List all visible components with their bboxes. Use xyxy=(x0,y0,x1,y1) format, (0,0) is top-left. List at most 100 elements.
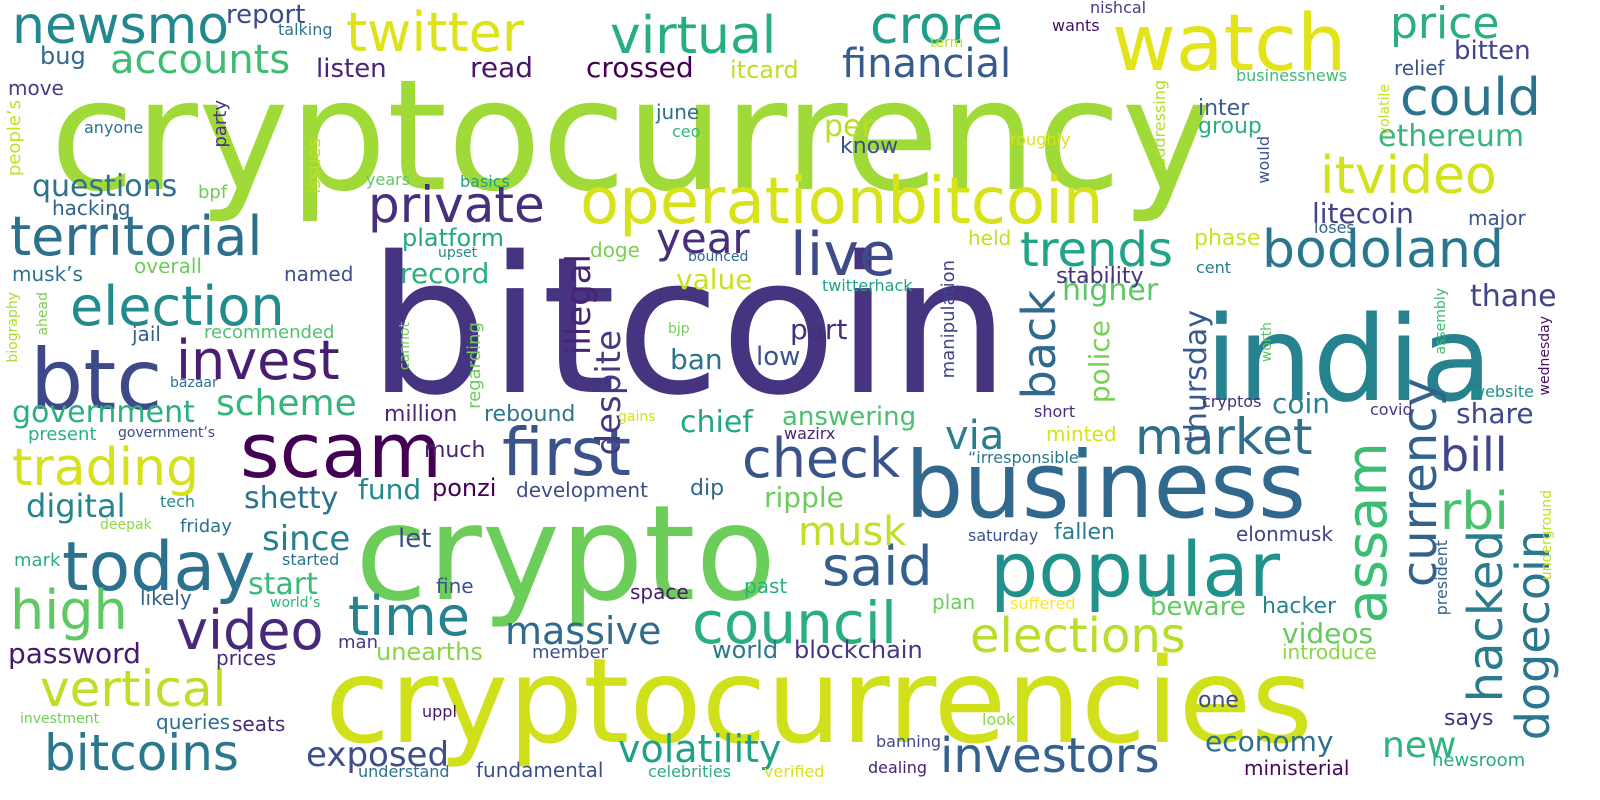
word-scheme: scheme xyxy=(216,383,357,424)
word-videos: videos xyxy=(1282,617,1374,650)
word-ahead: ahead xyxy=(35,292,51,336)
word-business: business xyxy=(905,432,1306,539)
word-june: june xyxy=(656,100,700,124)
word-man: man xyxy=(338,632,378,653)
word-uppl: uppl xyxy=(422,702,457,721)
word-check: check xyxy=(742,427,901,490)
word-addressing: addressing xyxy=(1150,80,1169,168)
word-low: low xyxy=(756,342,801,372)
word-exposed: exposed xyxy=(306,735,450,775)
word-ceo: ceo xyxy=(672,122,701,141)
word-party: party xyxy=(210,100,231,148)
word-crore: crore xyxy=(870,0,1003,56)
word-newsroom: newsroom xyxy=(1432,750,1526,771)
word-bpf: bpf xyxy=(198,182,228,203)
word-seats: seats xyxy=(232,712,286,736)
word-trends: trends xyxy=(1020,222,1173,278)
word-saturday: saturday xyxy=(968,526,1039,545)
word-chief: chief xyxy=(680,405,753,440)
word-share: share xyxy=(1456,397,1534,430)
word-could: could xyxy=(1400,68,1541,128)
word-itvideo: itvideo xyxy=(1320,146,1497,206)
word-password: password xyxy=(8,637,141,670)
word-million: million xyxy=(384,402,458,427)
word-musk: musk xyxy=(798,509,907,555)
word-queries: queries xyxy=(156,710,231,734)
word-popular: popular xyxy=(990,525,1281,614)
word-investors: investors xyxy=(940,728,1160,784)
word-hacker: hacker xyxy=(1262,594,1337,619)
word-businessnews: businessnews xyxy=(1236,66,1348,85)
word-thursday: thursday xyxy=(1179,310,1214,443)
word-digital: digital xyxy=(26,487,126,525)
word-relief: relief xyxy=(1394,56,1445,80)
word-fallen: fallen xyxy=(1054,520,1115,545)
word-volatile: volatile xyxy=(1377,84,1393,136)
word-per: per xyxy=(824,109,874,144)
word-worlds: world’s xyxy=(270,595,321,611)
word-record: record xyxy=(400,257,490,290)
word-mark: mark xyxy=(14,550,61,571)
word-website: website xyxy=(1472,382,1534,401)
word-cent: cent xyxy=(1196,258,1232,277)
word-massive: massive xyxy=(505,609,662,653)
word-video: video xyxy=(176,599,324,662)
word-beware: beware xyxy=(1150,592,1246,622)
word-elections: elections xyxy=(970,608,1186,664)
word-plan: plan xyxy=(932,590,976,614)
word-friday: friday xyxy=(180,516,232,537)
word-crossed: crossed xyxy=(586,51,694,84)
word-market: market xyxy=(1135,408,1313,466)
word-doge: doge xyxy=(590,238,640,262)
word-wazirx: wazirx xyxy=(784,424,836,443)
word-council: council xyxy=(692,589,898,657)
word-world: world xyxy=(712,636,779,664)
word-listen: listen xyxy=(316,54,387,84)
word-cryptocurrency: cryptocurrency xyxy=(50,47,1213,226)
word-named: named xyxy=(284,262,354,286)
word-btc: btc xyxy=(30,331,163,429)
word-minted: minted xyxy=(1046,422,1117,446)
word-via: via xyxy=(945,413,1005,459)
word-new: new xyxy=(1382,725,1457,766)
word-virtual: virtual xyxy=(610,6,777,66)
word-economy: economy xyxy=(1205,725,1334,758)
word-short: short xyxy=(1034,402,1076,421)
word-let: let xyxy=(398,524,432,554)
word-bodoland: bodoland xyxy=(1262,220,1504,280)
word-coin: coin xyxy=(1272,387,1331,420)
word-present: present xyxy=(28,424,97,445)
word-phase: phase xyxy=(1194,226,1261,251)
word-past: past xyxy=(744,574,788,598)
word-twitterhack: twitterhack xyxy=(822,276,913,295)
word-bjp: bjp xyxy=(668,321,690,337)
word-bitcoins: bitcoins xyxy=(44,724,239,782)
word-fund: fund xyxy=(358,473,422,506)
word-upset: upset xyxy=(438,245,478,261)
word-answering: answering xyxy=(782,402,917,432)
word-look: look xyxy=(982,710,1016,729)
word-anyone: anyone xyxy=(84,118,144,137)
word-rebound: rebound xyxy=(484,402,576,427)
word-banning: banning xyxy=(876,732,941,751)
word-thane: thane xyxy=(1470,279,1557,314)
word-police: police xyxy=(1083,320,1116,404)
word-prices: prices xyxy=(216,646,277,670)
word-celebrities: celebrities xyxy=(648,762,732,781)
word-said: said xyxy=(822,535,933,598)
word-member: member xyxy=(532,642,609,663)
word-space: space xyxy=(630,580,689,604)
word-held: held xyxy=(968,226,1012,250)
word-assembly: assembly xyxy=(1433,288,1449,355)
word-start: start xyxy=(248,567,318,602)
word-value: value xyxy=(676,263,753,296)
word-accounts: accounts xyxy=(110,37,291,83)
word-dealing: dealing xyxy=(868,758,927,777)
word-time: time xyxy=(348,585,471,648)
word-india: india xyxy=(1205,290,1493,428)
word-loses: loses xyxy=(1314,218,1355,237)
word-biography: biography xyxy=(5,292,21,363)
word-major: major xyxy=(1468,206,1526,230)
word-president: president xyxy=(1432,540,1451,616)
